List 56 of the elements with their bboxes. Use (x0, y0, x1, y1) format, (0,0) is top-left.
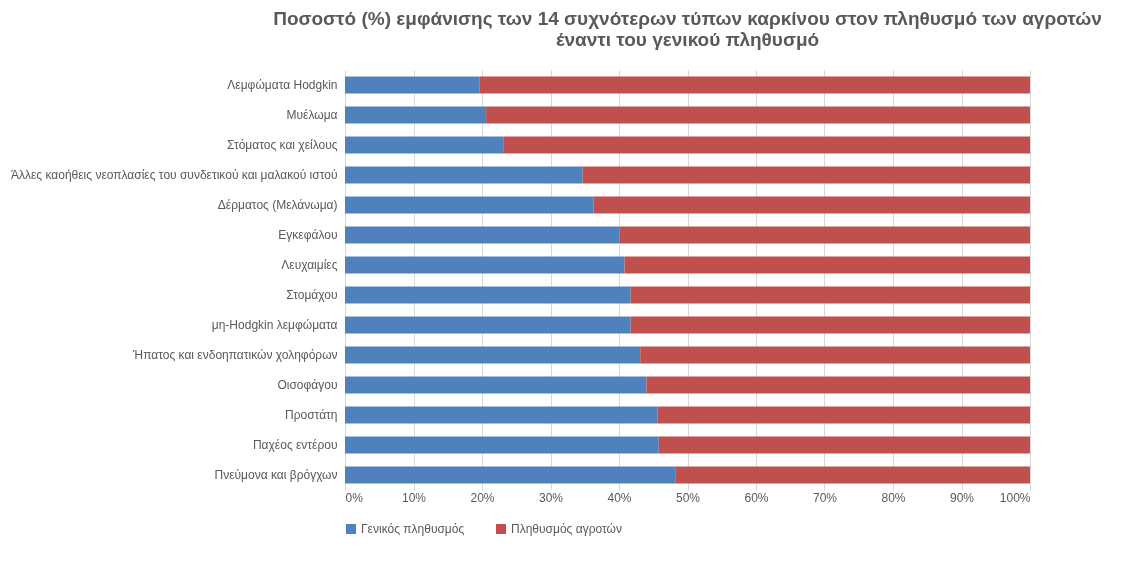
bar (630, 316, 1030, 334)
x-tick-label: 50% (675, 490, 701, 505)
x-tick-label: 10% (401, 490, 427, 505)
y-tick-label: μη-Hodgkin λεμφώματα (211, 318, 338, 332)
bar (675, 466, 1030, 484)
y-tick-label: Παχέος εντέρου (252, 438, 338, 452)
bar (345, 346, 641, 364)
y-tick-label: Προστάτη (285, 408, 338, 422)
y-tick-label: Λεμφώματα Hodgkin (227, 78, 338, 92)
bar (345, 166, 583, 184)
chart-title: Ποσοστό (%) εμφάνισης των 14 συχνότερων τύπων καρκίνου στον πληθυσμό των αγροτών έναντι του γενικού πληθυσμό (273, 8, 1102, 50)
x-tick-label: 20% (470, 490, 495, 505)
y-tick-label: Πνεύμονα και βρόγχων (214, 468, 338, 482)
bar (345, 106, 487, 124)
bar (624, 256, 1030, 274)
x-tick-label: 60% (744, 490, 769, 505)
y-tick-label: Λευχαιμίες (281, 258, 338, 272)
bar (593, 196, 1030, 214)
x-tick-label: 30% (538, 490, 564, 505)
y-tick-label: Μυέλωμα (286, 108, 338, 122)
bar (657, 406, 1030, 424)
bar (619, 226, 1030, 244)
bar (486, 106, 1030, 124)
bar (345, 466, 676, 484)
bar (345, 376, 647, 394)
y-tick-label: Δέρματος (Μελάνωμα) (217, 198, 338, 212)
x-tick-label: 90% (949, 490, 975, 505)
x-tick-label: 70% (812, 490, 838, 505)
legend-label: Πληθυσμός αγροτών (511, 522, 622, 536)
bar (345, 436, 659, 454)
bar (345, 196, 594, 214)
bar (479, 76, 1030, 94)
y-tick-label: Ήπατος και ενδοηπατικών χοληφόρων (132, 348, 338, 362)
x-tick-label: 100% (999, 490, 1031, 505)
bar (640, 346, 1030, 364)
y-tick-label: Άλλες καοήθεις νεοπλασίες του συνδετικού και μαλακού ιστού (10, 168, 338, 182)
bar (345, 136, 504, 154)
bar (345, 286, 631, 304)
bar (646, 376, 1030, 394)
y-tick-label: Εγκεφάλου (278, 228, 338, 242)
x-tick-label: 40% (607, 490, 632, 505)
legend-label: Γενικός πληθυσμός (361, 522, 465, 536)
bar (630, 286, 1030, 304)
bar (345, 256, 625, 274)
bar (345, 226, 620, 244)
bar (582, 166, 1030, 184)
bar (658, 436, 1030, 454)
bar (503, 136, 1030, 154)
bar (345, 406, 658, 424)
x-tick-label: 0% (345, 490, 364, 505)
x-tick-label: 80% (881, 490, 906, 505)
bar (345, 76, 480, 94)
y-tick-label: Στόματος και χείλους (227, 138, 338, 152)
bar (345, 316, 631, 334)
y-tick-label: Οισοφάγου (277, 378, 338, 392)
y-tick-label: Στομάχου (286, 288, 338, 302)
